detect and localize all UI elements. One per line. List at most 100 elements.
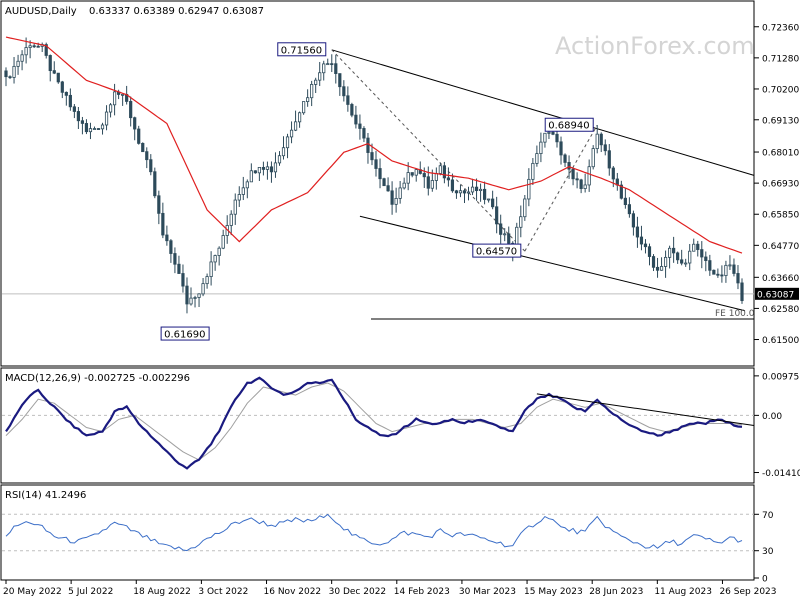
candle-body (48, 55, 52, 72)
candle-body (519, 216, 523, 228)
candle-body (607, 150, 611, 169)
macd-trendline (536, 393, 755, 426)
candle-body (438, 165, 442, 174)
candle-body (269, 166, 274, 173)
candle-body (591, 148, 595, 168)
candle-body (647, 246, 652, 257)
watermark-text: ActionForex.com (555, 32, 755, 60)
price-y-tick-label: 0.70200 (762, 85, 799, 95)
candle-body (141, 142, 145, 153)
candle-body (249, 170, 253, 183)
candle-body (314, 79, 318, 85)
candle-body (28, 45, 32, 48)
candle-body (197, 293, 201, 298)
candle-body (571, 168, 575, 180)
candle-body (72, 106, 76, 112)
candle-body (318, 72, 322, 81)
candle-body (720, 274, 724, 277)
macd-y-tick-label: -0.014107 (762, 469, 800, 479)
price-plot-area: 0.63087 0.71560 0.61690 0.64570 0.68940 FE 10… (2, 36, 799, 341)
candle-body (334, 63, 338, 75)
rsi-panel: 70 30 0 RSI(14) 41.2496 (0, 484, 774, 585)
candle-body (64, 91, 68, 96)
x-tick-label: 5 Jul 2022 (68, 587, 113, 597)
x-tick-label: 30 Mar 2023 (459, 587, 516, 597)
price-y-tick-label: 0.64770 (762, 242, 799, 252)
ohlc-label: 0.63337 0.63389 0.62947 0.63087 (89, 6, 264, 17)
x-tick-label: 26 Sep 2023 (719, 587, 776, 597)
candle-body (153, 171, 157, 197)
candle-body (88, 128, 93, 133)
rsi-plot-area (2, 513, 754, 552)
candle-body (382, 178, 386, 187)
candle-body (680, 259, 684, 264)
swing-dashed-line (524, 124, 598, 252)
macd-line (5, 376, 743, 470)
moving-average-line (5, 36, 743, 254)
candle-body (84, 123, 89, 133)
candle-body (229, 213, 233, 226)
candle-body (631, 213, 636, 228)
candle-body (161, 212, 165, 236)
candle-body (68, 94, 72, 108)
current-price-box (755, 287, 799, 300)
candle-body (708, 260, 712, 271)
candle-body (302, 101, 306, 114)
price-annotation-box (472, 243, 522, 258)
macd-y-axis: 0.009751 0.00 -0.014107 (754, 372, 800, 479)
rsi-y-tick-label: 70 (762, 511, 774, 521)
price-y-tick-label: 0.61500 (762, 336, 799, 346)
candle-body (422, 173, 426, 178)
x-tick-label: 30 Dec 2022 (329, 587, 387, 597)
candle-body (326, 63, 330, 66)
candle-body (487, 198, 491, 201)
macd-y-tick-label: 0.00 (762, 412, 782, 422)
candle-body (478, 188, 483, 192)
candle-body (651, 256, 656, 268)
candle-body (8, 76, 12, 79)
candle-body (458, 190, 463, 194)
price-y-tick-label: 0.63660 (762, 274, 799, 284)
x-tick-label: 14 Feb 2023 (394, 587, 450, 597)
candle-body (52, 70, 56, 74)
candle-body (96, 128, 101, 130)
candle-body (149, 159, 153, 173)
candle-body (362, 128, 366, 139)
macd-panel: 0.009751 0.00 -0.014107 MACD(12,26,9) -0.0… (0, 367, 800, 484)
candle-body (466, 191, 471, 194)
candle-body (24, 47, 28, 56)
candle-body (241, 187, 245, 195)
candle-body (728, 264, 732, 267)
candle-body (289, 129, 294, 138)
candle-body (322, 63, 326, 74)
candle-body (169, 240, 173, 254)
candle-body (205, 276, 209, 285)
candle-body (201, 283, 205, 295)
candle-body (36, 45, 40, 48)
candle-body (434, 173, 438, 181)
x-tick-label: 11 Aug 2023 (654, 587, 712, 597)
candle-body (676, 252, 680, 261)
x-tick-label: 3 Oct 2022 (198, 587, 248, 597)
price-y-tick-label: 0.69130 (762, 116, 799, 126)
candle-body (80, 120, 85, 124)
candle-body (129, 101, 133, 119)
candle-body (639, 236, 644, 245)
price-annotation-box (544, 117, 594, 132)
rsi-panel-border (0, 484, 755, 581)
candle-body (551, 131, 555, 135)
candle-body (330, 63, 334, 66)
candle-body (672, 247, 676, 254)
candle-body (346, 95, 350, 105)
price-annotation-label: 0.64570 (476, 247, 517, 258)
candle-body (402, 182, 406, 189)
rsi-title: RSI(14) 41.2496 (5, 490, 86, 501)
candle-body (253, 170, 257, 174)
candle-body (56, 72, 60, 83)
candle-body (261, 166, 265, 170)
candle-body (193, 297, 197, 299)
price-y-tick-label: 0.68010 (762, 149, 799, 159)
candle-body (655, 266, 660, 271)
